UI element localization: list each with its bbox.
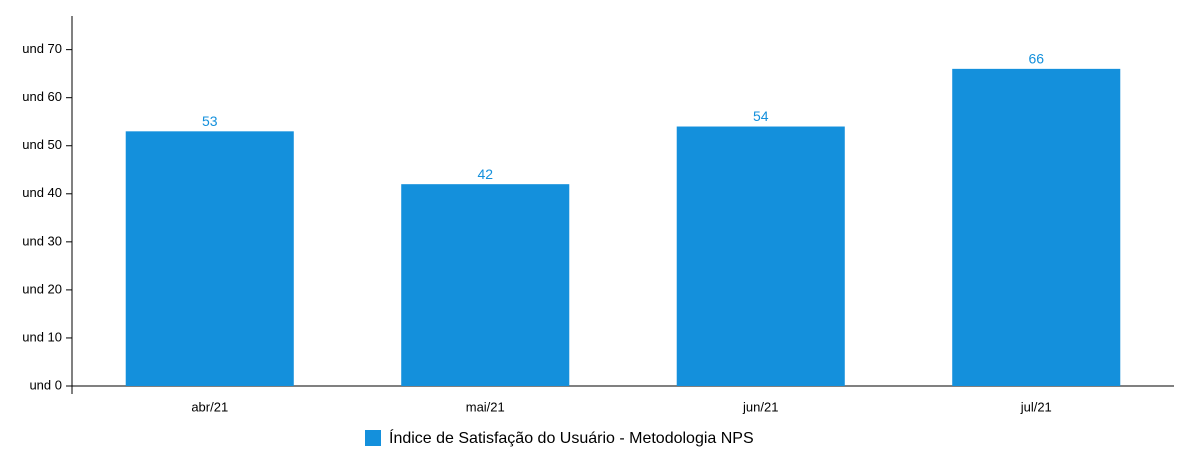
legend-swatch bbox=[365, 430, 381, 446]
bar bbox=[952, 68, 1121, 386]
data-label: 54 bbox=[753, 108, 769, 124]
data-label: 42 bbox=[477, 166, 493, 182]
y-tick-label: und 60 bbox=[22, 89, 62, 104]
y-tick-label: und 30 bbox=[22, 233, 62, 248]
y-tick-label: und 20 bbox=[22, 281, 62, 296]
x-tick-label: mai/21 bbox=[466, 399, 505, 414]
data-label: 66 bbox=[1028, 51, 1044, 67]
y-tick-label: und 40 bbox=[22, 185, 62, 200]
bar bbox=[125, 131, 294, 386]
x-tick-label: jul/21 bbox=[1020, 399, 1052, 414]
y-tick-label: und 10 bbox=[22, 329, 62, 344]
bar bbox=[401, 184, 570, 386]
legend-label: Índice de Satisfação do Usuário - Metodo… bbox=[389, 428, 754, 447]
data-label: 53 bbox=[202, 113, 218, 129]
bar bbox=[676, 126, 845, 387]
y-tick-label: und 0 bbox=[29, 377, 62, 392]
x-tick-label: jun/21 bbox=[742, 399, 778, 414]
x-tick-label: abr/21 bbox=[191, 399, 228, 414]
y-tick-label: und 70 bbox=[22, 41, 62, 56]
y-tick-label: und 50 bbox=[22, 137, 62, 152]
